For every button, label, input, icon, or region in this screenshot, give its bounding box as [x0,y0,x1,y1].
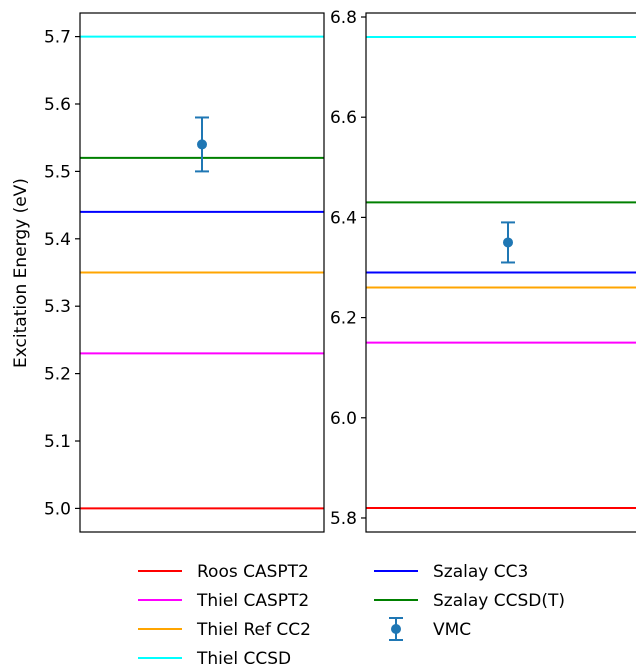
axes-frame [365,12,636,533]
legend-label: Roos CASPT2 [197,562,309,582]
axes-frame [79,12,325,533]
legend-label: Thiel Ref CC2 [196,620,311,640]
vmc-point [503,237,513,248]
legend-item-szalay-cc3: Szalay CC3 [374,562,528,582]
y-tick-label: 5.1 [44,432,71,452]
y-tick-label: 6.0 [330,409,357,429]
y-tick-label: 5.8 [330,509,357,529]
legend-label: Thiel CCSD [196,649,291,667]
legend-label: Thiel CASPT2 [196,591,309,611]
y-tick-label: 5.6 [44,95,71,115]
y-tick-label: 5.2 [44,365,71,385]
y-tick-label: 5.7 [44,28,71,48]
legend-marker [391,624,401,634]
legend-item-thiel-ccsd: Thiel CCSD [138,649,291,667]
legend: Roos CASPT2 Thiel CASPT2 Thiel Ref CC2 Thie… [138,562,565,667]
panel-left: 5.0 5.1 5.2 5.3 5.4 5.5 5.6 5.7 [44,12,325,533]
plot-panels: 5.0 5.1 5.2 5.3 5.4 5.5 5.6 5.7 5.8 6.0 6.2 6.4 6.6 6… [44,8,636,533]
legend-item-thiel-caspt2: Thiel CASPT2 [138,591,309,611]
vmc-errorbar [195,116,209,173]
y-tick-label: 5.3 [44,297,71,317]
y-tick-label: 6.6 [330,108,357,128]
legend-label: VMC [433,620,471,640]
legend-label: Szalay CCSD(T) [433,591,565,611]
y-tick-label: 6.4 [330,208,357,228]
vmc-errorbar [501,221,515,264]
legend-item-thiel-ref-cc2: Thiel Ref CC2 [138,620,311,640]
y-tick-label: 6.8 [330,8,357,28]
y-tick-label: 5.5 [44,162,71,182]
legend-item-roos-caspt2: Roos CASPT2 [138,562,309,582]
vmc-point [197,139,207,150]
y-axis-label: Excitation Energy (eV) [11,178,31,368]
legend-item-vmc: VMC [389,617,471,641]
legend-label: Szalay CC3 [433,562,528,582]
legend-item-szalay-ccsd-t: Szalay CCSD(T) [374,591,565,611]
panel-right: 5.8 6.0 6.2 6.4 6.6 6.8 [330,8,636,533]
y-tick-label: 6.2 [330,309,357,329]
y-tick-label: 5.0 [44,499,71,519]
y-tick-label: 5.4 [44,230,71,250]
